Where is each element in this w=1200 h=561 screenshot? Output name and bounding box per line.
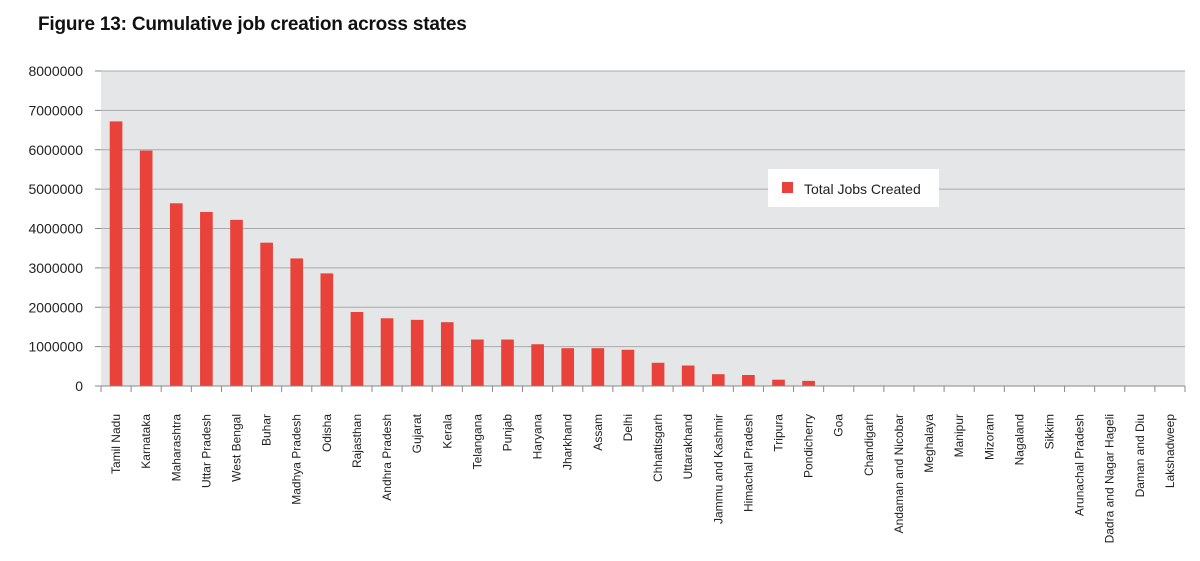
bar — [350, 311, 364, 386]
bar — [260, 242, 273, 386]
bars — [109, 121, 815, 387]
bar — [139, 150, 153, 386]
x-tick-label: Chandigarh — [862, 414, 876, 476]
bar — [290, 258, 304, 386]
x-tick-label: Mizoram — [982, 414, 996, 460]
x-tick-label: Chhattisgarh — [651, 414, 665, 482]
x-tick-label: Uttar Pradesh — [199, 414, 213, 488]
x-tick-label: Delhi — [621, 414, 635, 441]
legend-swatch — [782, 182, 793, 193]
bar — [531, 344, 544, 386]
x-tick-label: Madhya Pradesh — [290, 414, 304, 505]
bar — [169, 203, 183, 386]
x-tick-label: West Bengal — [230, 414, 244, 482]
x-tick-label: Pondicherry — [802, 414, 816, 478]
x-tick-label: Gujarat — [410, 413, 424, 453]
x-tick-label: Karnataka — [139, 414, 153, 469]
y-tick-label: 8000000 — [28, 63, 83, 79]
bar — [320, 273, 334, 386]
y-tick-label: 1000000 — [28, 339, 83, 355]
x-tick-label: Meghalaya — [922, 414, 936, 473]
bar — [772, 379, 785, 386]
x-tick-label: Assam — [591, 414, 605, 451]
y-tick-label: 4000000 — [28, 221, 83, 237]
x-tick-label: Kerala — [440, 414, 454, 449]
y-axis: 0 1000000 2000000 3000000 4000000 5000000 6000… — [28, 63, 101, 394]
x-tick-label: Arunachal Pradesh — [1073, 414, 1087, 516]
bar — [471, 339, 484, 386]
y-tick-label: 5000000 — [28, 181, 83, 197]
x-tick-label: Maharashtra — [169, 414, 183, 482]
legend: Total Jobs Created — [768, 169, 939, 207]
x-tick-label: Buhar — [260, 414, 274, 446]
legend-label: Total Jobs Created — [804, 181, 921, 197]
bar — [230, 219, 243, 386]
y-tick-label: 3000000 — [28, 260, 83, 276]
x-tick-label: Himachal Pradesh — [741, 414, 755, 512]
x-tick-label: Punjab — [501, 414, 515, 452]
legend-box — [768, 169, 939, 207]
x-axis: Tamil Nadu Karnataka Maharashtra Uttar Prad… — [100, 385, 1186, 543]
bar — [621, 349, 635, 386]
bar — [410, 319, 424, 386]
bar — [711, 374, 725, 386]
x-tick-label: Odisha — [320, 414, 334, 452]
chart-title: Figure 13: Cumulative job creation acros… — [38, 14, 467, 35]
bar — [440, 322, 454, 386]
bar — [802, 380, 815, 386]
bar — [742, 374, 755, 386]
bar — [380, 318, 394, 386]
x-tick-label: Sikkim — [1043, 414, 1057, 449]
bar — [561, 348, 575, 386]
x-tick-label: Lakshadweep — [1163, 414, 1177, 488]
x-tick-label: Uttarakhand — [681, 414, 695, 479]
bar — [109, 121, 123, 387]
x-tick-label: Telangana — [470, 414, 484, 470]
x-tick-label: Tripura — [772, 414, 786, 452]
bar — [591, 348, 605, 386]
x-tick-label: Jharkhand — [561, 414, 575, 470]
x-tick-label: Tamil Nadu — [109, 414, 123, 474]
y-tick-label: 6000000 — [28, 142, 83, 158]
x-tick-label: Goa — [832, 414, 846, 437]
x-tick-label: Haryana — [531, 414, 545, 460]
y-tick-label: 7000000 — [28, 102, 83, 118]
x-tick-label: Manipur — [952, 414, 966, 457]
x-tick-label: Andaman and Nicobar — [892, 414, 906, 533]
x-tick-label: Nagaland — [1012, 414, 1026, 465]
y-tick-label: 2000000 — [28, 299, 83, 315]
x-tick-label: Jammu and Kashmir — [711, 414, 725, 524]
x-tick-label: Andhra Pradesh — [380, 414, 394, 501]
bar — [681, 365, 695, 386]
bar — [200, 211, 213, 386]
bar — [501, 339, 514, 386]
bar — [651, 362, 665, 386]
y-tick-label: 0 — [75, 378, 83, 394]
x-tick-label: Daman and Diu — [1133, 414, 1147, 497]
x-tick-label: Rajasthan — [350, 414, 364, 468]
x-tick-label: Dadra and Nagar Hageli — [1103, 414, 1117, 543]
